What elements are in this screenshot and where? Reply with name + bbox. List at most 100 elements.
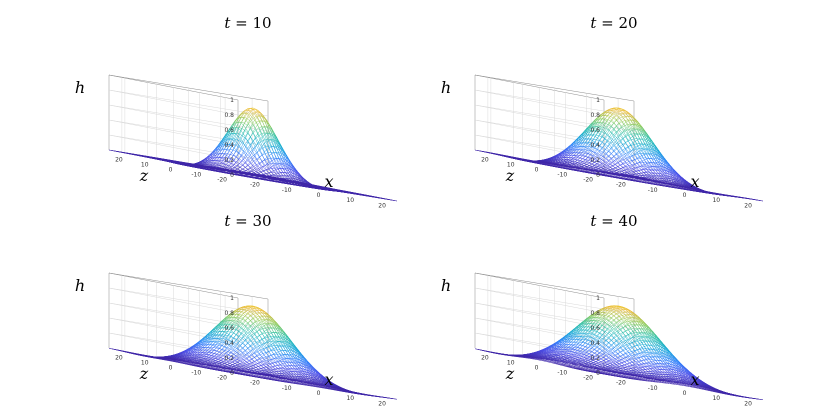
gridline-h xyxy=(474,287,635,315)
tick-label-x: 20 xyxy=(378,202,386,209)
tick-label-x: 10 xyxy=(712,197,720,204)
tick-label-h: 0.2 xyxy=(590,355,600,362)
tick-label-x: 0 xyxy=(683,192,687,199)
tick-label-x: -10 xyxy=(648,385,658,392)
tick-label-h: 0.2 xyxy=(590,157,600,164)
tick-label-h: 0.6 xyxy=(224,127,234,134)
panel-title: t = 10 xyxy=(224,14,271,32)
axis-label-h: h xyxy=(441,78,451,97)
tick-label-h: 1 xyxy=(230,97,234,104)
tick-label-z: 0 xyxy=(535,167,539,174)
gridline-h xyxy=(108,89,269,117)
tick-label-h: 1 xyxy=(230,295,234,302)
gridline-h xyxy=(474,134,635,162)
panel-title-value: = 20 xyxy=(596,14,637,32)
panel-title-var: t xyxy=(590,14,597,32)
gridline-h xyxy=(108,104,269,132)
tick-label-h: 0.2 xyxy=(224,157,234,164)
tick-label-z: 20 xyxy=(481,157,489,164)
tick-label-z: -20 xyxy=(583,375,593,382)
tick-label-x: 10 xyxy=(712,395,720,402)
gridline-h xyxy=(108,134,269,162)
tick-label-x: -20 xyxy=(250,380,260,387)
axis-label-h: h xyxy=(75,78,85,97)
axis-label-x: x xyxy=(690,370,699,389)
tick-label-x: 20 xyxy=(378,400,386,407)
tick-label-z: 10 xyxy=(141,162,149,169)
tick-label-x: 0 xyxy=(317,390,321,397)
tick-label-h: 0.2 xyxy=(224,355,234,362)
panel-title: t = 40 xyxy=(590,212,637,230)
surface-panel-1: 10.80.60.40.20-20-100102020100-10-20hxzt… xyxy=(75,14,398,209)
tick-label-h: 0.6 xyxy=(224,325,234,332)
panel-title-var: t xyxy=(590,212,597,230)
panel-title-value: = 40 xyxy=(596,212,637,230)
tick-label-h: 0.8 xyxy=(590,112,600,119)
tick-label-x: 0 xyxy=(683,390,687,397)
panel-title: t = 30 xyxy=(224,212,271,230)
tick-label-z: -10 xyxy=(191,172,201,179)
gridline-h xyxy=(108,317,269,345)
tick-label-z: 20 xyxy=(481,355,489,362)
surface-mesh xyxy=(108,305,398,400)
tick-label-z: 0 xyxy=(169,365,173,372)
tick-label-x: 20 xyxy=(744,400,752,407)
gridline-h xyxy=(108,287,269,315)
axis-label-z: z xyxy=(505,166,515,185)
tick-label-z: -20 xyxy=(583,177,593,184)
tick-label-h: 0 xyxy=(230,172,234,179)
tick-label-h: 0.4 xyxy=(590,142,600,149)
tick-label-h: 0.4 xyxy=(224,340,234,347)
tick-label-h: 0.8 xyxy=(590,310,600,317)
tick-label-z: 0 xyxy=(169,167,173,174)
tick-label-z: -20 xyxy=(217,375,227,382)
tick-label-h: 0 xyxy=(596,172,600,179)
surface-panel-3: 10.80.60.40.20-20-100102020100-10-20hxzt… xyxy=(75,212,398,407)
surface-mesh xyxy=(474,107,764,202)
tick-label-z: 0 xyxy=(535,365,539,372)
axis-label-h: h xyxy=(441,276,451,295)
tick-label-z: 10 xyxy=(507,162,515,169)
tick-label-h: 0.6 xyxy=(590,325,600,332)
axis-label-z: z xyxy=(139,166,149,185)
tick-label-z: 20 xyxy=(115,157,123,164)
axis-label-x: x xyxy=(324,172,333,191)
tick-label-x: 20 xyxy=(744,202,752,209)
surface-panel-2: 10.80.60.40.20-20-100102020100-10-20hxzt… xyxy=(441,14,764,209)
tick-label-x: -10 xyxy=(282,385,292,392)
tick-label-x: 10 xyxy=(346,197,354,204)
axis-label-z: z xyxy=(505,364,515,383)
tick-label-h: 0.8 xyxy=(224,310,234,317)
tick-label-h: 0 xyxy=(230,370,234,377)
panel-title-value: = 10 xyxy=(230,14,271,32)
surface-mesh xyxy=(108,107,398,202)
tick-label-x: 0 xyxy=(317,192,321,199)
gridline-h xyxy=(474,104,635,132)
tick-label-z: 10 xyxy=(141,360,149,367)
panel-title: t = 20 xyxy=(590,14,637,32)
panel-title-var: t xyxy=(224,212,231,230)
panel-title-var: t xyxy=(224,14,231,32)
axis-label-z: z xyxy=(139,364,149,383)
tick-label-h: 0.6 xyxy=(590,127,600,134)
gridline-h xyxy=(474,89,635,117)
panel-title-value: = 30 xyxy=(230,212,271,230)
tick-label-h: 0 xyxy=(596,370,600,377)
tick-label-z: -10 xyxy=(557,172,567,179)
gridline-h xyxy=(108,302,269,330)
tick-label-x: -10 xyxy=(648,187,658,194)
axis-label-h: h xyxy=(75,276,85,295)
tick-label-h: 1 xyxy=(596,295,600,302)
tick-label-z: -10 xyxy=(191,370,201,377)
tick-label-x: 10 xyxy=(346,395,354,402)
gridline-h xyxy=(474,302,635,330)
tick-label-x: -20 xyxy=(250,182,260,189)
tick-label-x: -20 xyxy=(616,182,626,189)
axis-label-x: x xyxy=(690,172,699,191)
surface-mesh xyxy=(474,305,764,400)
tick-label-z: 10 xyxy=(507,360,515,367)
gridline-h xyxy=(108,119,269,147)
tick-label-h: 0.4 xyxy=(224,142,234,149)
tick-label-h: 0.8 xyxy=(224,112,234,119)
